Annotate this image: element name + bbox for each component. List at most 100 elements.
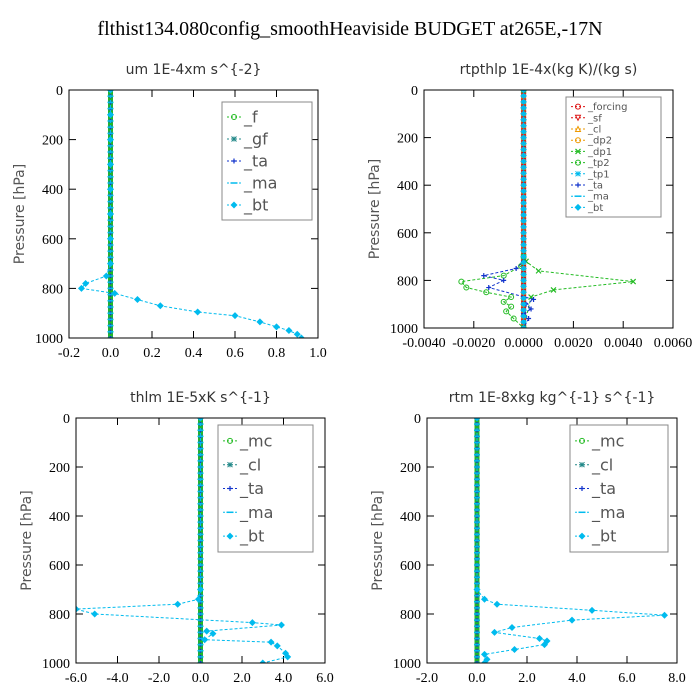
x-tick-label: 4.0 [568,671,586,686]
data-point [491,628,498,636]
data-point [579,461,585,468]
data-point [520,188,527,195]
data-point [77,284,85,292]
data-point [520,289,527,296]
x-tick-label: -0.2 [58,346,80,361]
series-line [476,418,665,663]
plot-area [473,418,668,663]
x-tick-label: -0.0040 [402,336,445,351]
x-tick-label: 0.0 [468,671,486,686]
data-point [579,437,585,444]
plot-area [76,418,292,663]
y-tick-label: 0 [414,412,421,427]
x-tick-label: 0.8 [268,346,286,361]
data-point [520,217,527,224]
data-point [267,638,275,646]
data-point [500,298,507,305]
legend-label: _mc [591,432,624,452]
x-tick-label: 6.0 [618,671,636,686]
legend-box [217,424,314,553]
series-line [76,418,289,663]
x-tick-label: 0.0000 [504,336,543,351]
legend-label: _ma [587,192,609,203]
data-point [575,159,581,166]
legend: _forcing_sf_cl_dp2_dp1_tp2_tp1_ta_ma_bt [565,96,662,218]
x-tick-label: 0.6 [226,346,244,361]
data-point [102,272,110,280]
data-point [473,418,481,422]
data-point [511,646,518,654]
y-tick-label: 0 [56,84,63,99]
y-tick-label: 1000 [42,657,70,672]
data-point [520,241,527,248]
data-point [520,104,527,111]
legend-label: _mc [239,432,272,452]
data-point [231,312,239,320]
data-point [630,278,637,285]
data-point [520,128,527,135]
data-point [227,437,233,444]
legend-label: _dp1 [587,147,612,158]
data-point [107,160,114,168]
data-point [520,301,527,308]
y-axis-label: Pressure [hPa] [367,159,383,259]
data-point [520,235,527,242]
data-point [273,323,280,331]
data-point [91,610,99,618]
data-point [520,146,527,153]
y-tick-label: 600 [397,227,418,242]
data-point [575,137,581,144]
x-tick-label: 4.0 [275,671,293,686]
data-point [520,313,527,320]
chart-panel-2: rtpthlp 1E-4x(kg K)/(kg s) Pressure [hPa]… [367,62,692,351]
legend-label: _bt [591,527,616,547]
data-point [520,194,527,201]
data-point [463,284,470,291]
x-tick-label: 2.0 [233,671,251,686]
data-point [520,271,527,278]
data-point [231,158,237,164]
data-point [520,158,527,165]
data-point [575,170,581,177]
legend-label: _ta [591,479,616,499]
legend-label: _bt [243,196,268,216]
data-point [541,641,548,649]
legend-label: _ta [243,152,268,172]
x-tick-label: 6.0 [316,671,334,686]
x-tick-label: 0.4 [185,346,203,361]
data-point [535,267,542,274]
data-point [520,265,527,272]
x-tick-label: -2.0 [148,671,170,686]
data-point [520,259,527,266]
data-point [209,630,217,638]
legend-box [569,424,669,553]
data-point [273,642,281,650]
y-tick-label: 800 [49,608,70,623]
data-point [520,122,527,129]
data-point [579,486,585,491]
data-point [520,140,527,147]
x-tick-label: 0.0 [102,346,120,361]
series-line [460,90,525,328]
plot-area [458,90,637,328]
data-point [486,285,492,291]
data-point [194,595,202,603]
legend-label: _sf [587,113,602,124]
chart-title: um 1E-4xm s^{-2} [126,62,262,78]
data-point [520,134,527,141]
data-point [475,661,479,663]
series-bt [520,90,527,328]
data-point [520,110,527,117]
data-point [481,595,488,603]
y-tick-label: 800 [400,608,421,623]
y-tick-label: 0 [411,84,418,99]
series-tp2 [458,90,527,328]
data-point [510,315,517,322]
data-point [578,532,586,540]
x-tick-label: 0.0020 [554,336,593,351]
data-point [107,185,114,193]
data-point [107,90,114,94]
y-tick-label: 200 [400,461,421,476]
data-point [520,92,527,99]
chart-panel-3: thlm 1E-5xK s^{-1} Pressure [hPa] -6.0 -4.0… [19,390,334,686]
